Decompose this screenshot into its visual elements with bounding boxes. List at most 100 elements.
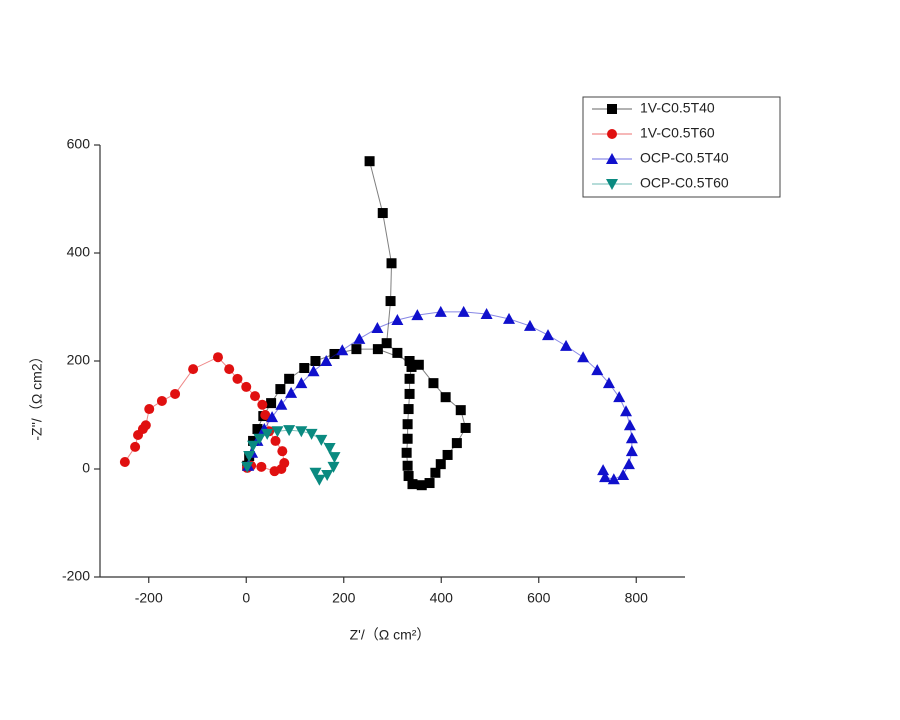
point [277,446,288,457]
y-axis-label: -Z''/（Ω cm2） [29,349,45,440]
point [353,332,366,344]
point [295,426,308,438]
point [327,461,340,473]
y-tick-label: 200 [67,352,91,368]
point [364,156,375,167]
point [620,405,633,417]
legend-label: OCP-C0.5T40 [640,150,729,166]
point [442,449,453,460]
point [130,441,141,452]
point [256,461,267,472]
point [392,347,403,358]
point [269,466,280,477]
point [424,478,435,489]
point [386,258,397,269]
point [212,352,223,363]
point [283,425,296,437]
point [402,419,413,430]
point [623,419,636,431]
point [440,392,451,403]
point [188,364,199,375]
point [591,364,604,376]
point [299,363,310,374]
point [243,451,256,463]
legend-label: OCP-C0.5T60 [640,175,729,191]
point [275,398,288,410]
legend-marker [607,104,617,114]
point [607,473,620,485]
point [257,399,268,410]
point [411,309,424,321]
point [622,458,635,470]
point [320,355,333,366]
legend-marker [606,153,618,164]
point [371,322,384,334]
y-tick-label: 0 [82,460,90,476]
point [310,356,321,366]
point [271,426,284,438]
point [435,459,446,470]
point [391,313,404,325]
point [434,305,447,317]
point [597,464,610,476]
point [401,447,412,458]
point [402,433,413,444]
point [407,479,418,490]
point [385,296,396,307]
point [144,404,155,415]
point [170,388,181,399]
point [403,471,414,482]
point [315,434,328,446]
point [455,405,466,416]
point [404,373,415,384]
point [140,420,151,431]
point [523,319,536,331]
point [416,480,427,491]
point [602,377,615,389]
point [253,433,266,445]
legend-label: 1V-C0.5T40 [640,100,715,116]
x-tick-label: 400 [430,590,454,606]
point [560,339,573,351]
y-tick-label: 600 [67,136,91,152]
point [413,359,424,370]
point [119,456,130,467]
point [451,438,462,449]
point [377,208,388,219]
point [156,395,167,406]
point [542,329,555,341]
point [247,440,260,452]
point [336,344,349,356]
point [284,373,295,384]
point [266,398,277,409]
point [270,435,281,446]
x-tick-label: 600 [527,590,551,606]
point [617,468,630,480]
point [285,386,298,398]
point [241,461,254,473]
point [252,424,263,435]
point [323,442,336,454]
point [406,361,417,372]
legend-label: 1V-C0.5T60 [640,125,715,141]
point [577,351,590,363]
point [295,377,308,389]
point [351,344,362,355]
point [261,428,274,440]
point [402,460,413,471]
x-tick-label: 800 [625,590,649,606]
point [241,381,252,392]
point [503,312,516,324]
point [307,365,320,377]
point [428,378,439,389]
point [460,422,471,433]
point [224,364,235,375]
y-tick-label: -200 [62,568,90,584]
point [625,432,638,444]
point [480,308,493,320]
point [372,344,383,355]
point [625,445,638,457]
point [232,373,243,384]
x-tick-label: 0 [242,590,250,606]
